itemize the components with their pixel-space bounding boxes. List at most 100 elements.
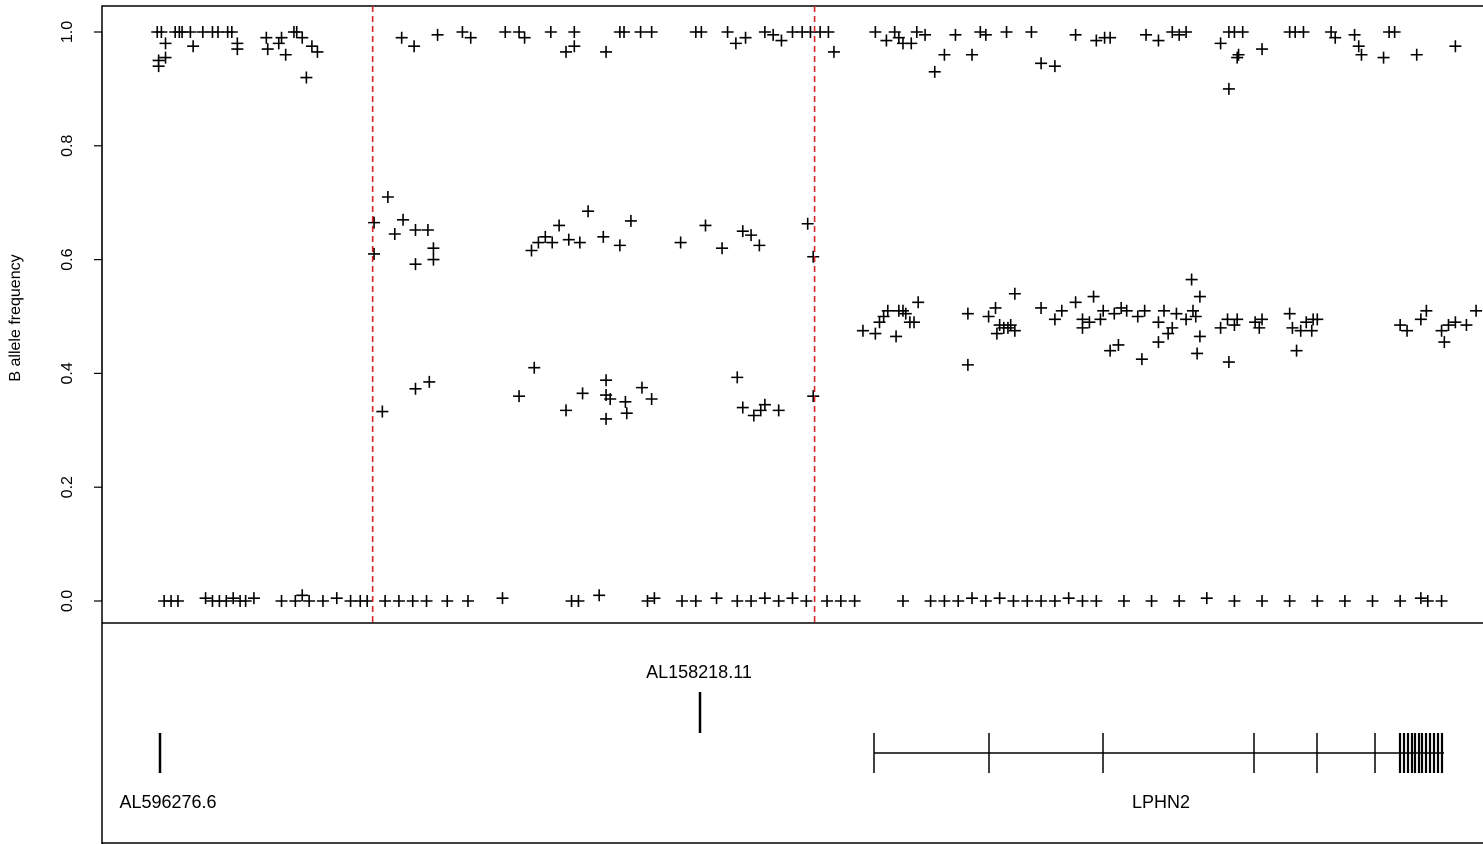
data-point	[961, 358, 974, 371]
data-point	[441, 595, 454, 607]
data-point	[199, 592, 212, 605]
data-point	[1329, 31, 1342, 44]
data-point	[464, 31, 477, 44]
data-point	[539, 230, 552, 243]
data-point	[1200, 592, 1213, 605]
data-point	[296, 31, 309, 44]
data-point	[395, 31, 408, 44]
data-point	[1097, 304, 1110, 317]
data-point	[227, 592, 240, 605]
data-point	[1231, 313, 1244, 326]
data-point	[952, 595, 965, 607]
data-point	[1062, 592, 1075, 605]
data-point	[807, 390, 820, 403]
data-point	[546, 236, 559, 249]
data-point	[368, 216, 381, 229]
data-point	[989, 301, 1002, 314]
data-point	[290, 26, 303, 38]
data-point	[731, 371, 744, 384]
data-point	[1214, 321, 1227, 334]
data-point	[1438, 336, 1451, 349]
data-point	[624, 214, 637, 227]
data-point	[528, 361, 541, 374]
data-point	[1449, 316, 1462, 329]
data-point	[1170, 307, 1183, 320]
data-point	[381, 191, 394, 204]
data-point	[427, 242, 440, 255]
data-point	[572, 595, 585, 607]
data-point	[1297, 26, 1310, 38]
data-point	[525, 244, 538, 257]
data-point	[409, 258, 422, 271]
data-point	[1348, 28, 1361, 41]
data-point	[1435, 324, 1448, 337]
data-point	[388, 227, 401, 240]
data-point	[1152, 316, 1165, 329]
region-boundaries	[371, 6, 816, 623]
data-point	[532, 236, 545, 249]
data-point	[961, 307, 974, 320]
data-point	[427, 253, 440, 266]
data-point	[376, 405, 389, 418]
data-point	[1222, 356, 1235, 369]
data-point	[974, 26, 987, 38]
data-point	[1410, 48, 1423, 61]
data-point	[739, 31, 752, 44]
data-point	[1048, 313, 1061, 326]
data-point	[1166, 26, 1179, 38]
data-point	[421, 224, 434, 237]
data-point	[938, 48, 951, 61]
data-point	[745, 595, 758, 607]
data-point	[618, 26, 631, 38]
data-point	[544, 26, 557, 38]
data-point	[1222, 82, 1235, 95]
data-point	[1048, 595, 1061, 607]
data-point	[260, 31, 273, 44]
data-point	[1115, 301, 1128, 314]
data-point	[1256, 595, 1269, 607]
data-point	[1048, 60, 1061, 73]
data-point	[786, 592, 799, 605]
data-point	[1180, 26, 1193, 38]
data-point	[881, 304, 894, 317]
data-point	[834, 595, 847, 607]
data-point	[912, 296, 925, 309]
data-point	[635, 381, 648, 394]
data-point	[710, 592, 723, 605]
data-point	[745, 229, 758, 242]
data-point	[731, 595, 744, 607]
data-point	[499, 26, 512, 38]
data-point	[379, 595, 392, 607]
data-point	[1157, 304, 1170, 317]
data-point	[1094, 313, 1107, 326]
data-point	[431, 28, 444, 41]
data-point	[330, 592, 343, 605]
data-point	[695, 26, 708, 38]
y-tick-label: 1.0	[59, 21, 76, 43]
data-point	[908, 316, 921, 329]
data-point	[924, 595, 937, 607]
data-point	[1035, 595, 1048, 607]
data-point	[576, 387, 589, 400]
data-point	[899, 307, 912, 320]
data-point	[676, 595, 689, 607]
data-point	[1138, 304, 1151, 317]
data-point	[152, 60, 165, 73]
data-point	[1152, 336, 1165, 349]
data-point	[880, 34, 893, 47]
data-point	[562, 233, 575, 246]
data-point	[775, 34, 788, 47]
data-point	[409, 224, 422, 237]
data-point	[392, 595, 405, 607]
data-point	[303, 595, 316, 607]
data-point	[1236, 26, 1249, 38]
data-point	[272, 37, 285, 50]
data-point	[1414, 592, 1427, 605]
data-point	[716, 242, 729, 255]
data-point	[1087, 290, 1100, 303]
data-point	[1135, 353, 1148, 366]
data-point	[758, 398, 771, 411]
data-point	[807, 250, 820, 263]
data-point	[1007, 595, 1020, 607]
data-point	[1286, 321, 1299, 334]
